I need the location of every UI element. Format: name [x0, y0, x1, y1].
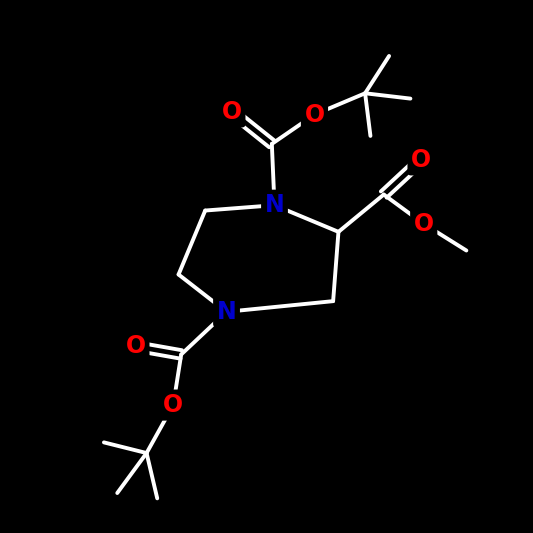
Text: N: N — [264, 193, 285, 217]
Text: N: N — [216, 300, 237, 324]
Text: O: O — [411, 148, 431, 172]
Text: O: O — [163, 393, 183, 417]
Text: O: O — [126, 334, 146, 359]
Text: O: O — [304, 102, 325, 127]
Text: O: O — [414, 212, 434, 236]
Text: O: O — [222, 100, 242, 124]
